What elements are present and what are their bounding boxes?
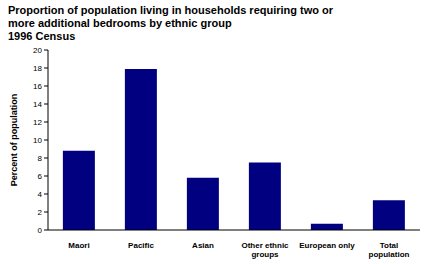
svg-text:16: 16	[33, 82, 42, 91]
svg-text:12: 12	[33, 118, 42, 127]
svg-text:20: 20	[33, 46, 42, 55]
svg-text:European only: European only	[299, 241, 355, 250]
svg-text:Other ethnicgroups: Other ethnicgroups	[241, 241, 289, 259]
html-text:1996 Census: 1996 Census	[8, 30, 76, 42]
svg-text:8: 8	[38, 154, 43, 163]
html-text:Proportion of population livin: Proportion of population living in house…	[8, 4, 334, 29]
svg-text:18: 18	[33, 64, 42, 73]
svg-text:6: 6	[38, 172, 43, 181]
svg-text:Percent of population: Percent of population	[9, 94, 19, 187]
svg-text:Totalpopulation: Totalpopulation	[369, 241, 410, 259]
svg-text:14: 14	[33, 100, 42, 109]
svg-text:0: 0	[38, 226, 43, 235]
svg-text:Maori: Maori	[68, 241, 89, 250]
svg-text:Pacific: Pacific	[128, 241, 154, 250]
svg-text:4: 4	[38, 190, 43, 199]
svg-text:10: 10	[33, 136, 42, 145]
svg-text:Asian: Asian	[192, 241, 214, 250]
svg-text:2: 2	[38, 208, 43, 217]
